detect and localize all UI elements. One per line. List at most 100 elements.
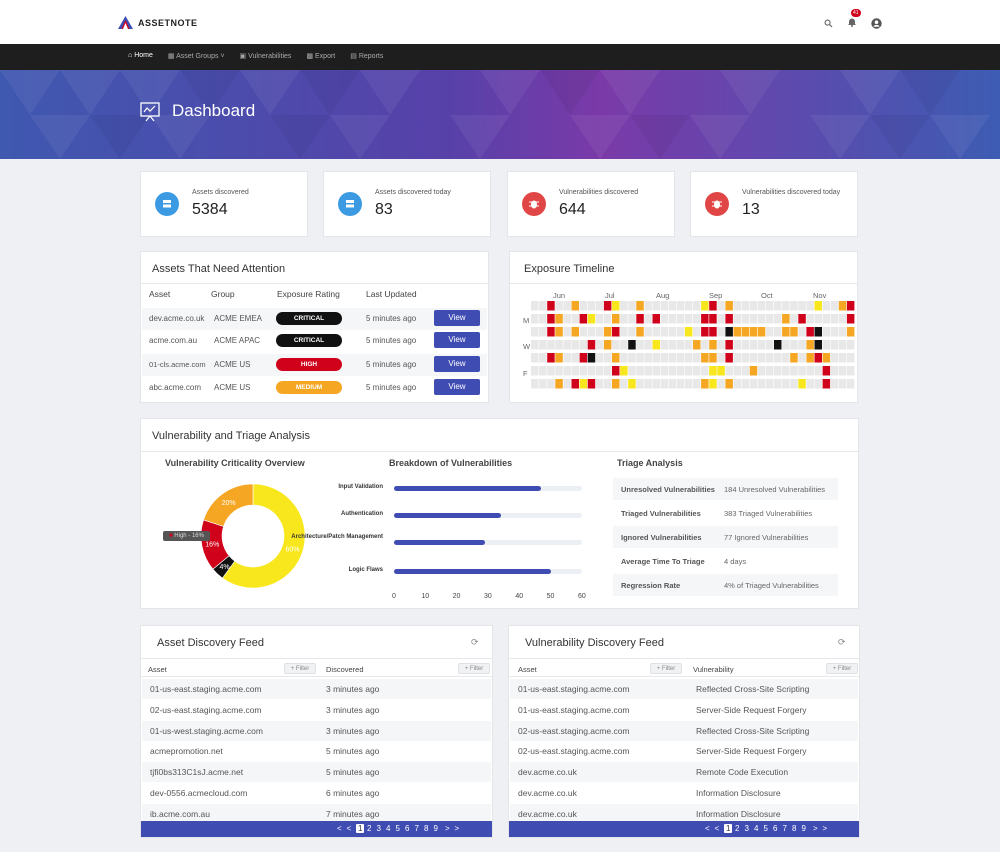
heatmap-cell[interactable]: [749, 353, 758, 363]
heatmap-cell[interactable]: [741, 301, 750, 311]
heatmap-cell[interactable]: [684, 366, 693, 376]
heatmap-cell[interactable]: [709, 379, 717, 389]
heatmap-cell[interactable]: [733, 340, 742, 350]
heatmap-cell[interactable]: [749, 340, 758, 350]
heatmap-cell[interactable]: [782, 327, 790, 337]
donut-slice[interactable]: [222, 483, 306, 589]
heatmap-cell[interactable]: [571, 314, 580, 324]
heatmap-cell[interactable]: [790, 340, 798, 350]
heatmap-cell[interactable]: [741, 314, 750, 324]
heatmap-cell[interactable]: [782, 366, 790, 376]
heatmap-cell[interactable]: [684, 340, 693, 350]
heatmap-cell[interactable]: [531, 301, 539, 311]
feed-row[interactable]: 01-us-east.staging.acme.com 3 minutes ago: [142, 679, 491, 699]
heatmap-cell[interactable]: [563, 314, 571, 324]
heatmap-cell[interactable]: [668, 314, 677, 324]
feed-row[interactable]: tjfi0bs313C1sJ.acme.net 5 minutes ago: [142, 762, 491, 783]
heatmap-cell[interactable]: [846, 301, 855, 311]
heatmap-cell[interactable]: [676, 327, 685, 337]
heatmap-cell[interactable]: [676, 366, 685, 376]
pagination-next-button[interactable]: >: [813, 824, 818, 833]
heatmap-cell[interactable]: [717, 353, 725, 363]
heatmap-cell[interactable]: [774, 379, 782, 389]
pagination-page-7[interactable]: 7: [414, 824, 419, 833]
heatmap-cell[interactable]: [774, 301, 782, 311]
heatmap-cell[interactable]: [652, 379, 661, 389]
heatmap-cell[interactable]: [814, 379, 823, 389]
heatmap-cell[interactable]: [587, 314, 596, 324]
heatmap-cell[interactable]: [806, 366, 814, 376]
heatmap-cell[interactable]: [612, 340, 620, 350]
heatmap-cell[interactable]: [579, 327, 588, 337]
asset-filter-button[interactable]: + Filter: [284, 663, 316, 674]
donut-slice[interactable]: [203, 483, 254, 527]
heatmap-cell[interactable]: [830, 327, 839, 337]
heatmap-cell[interactable]: [668, 353, 677, 363]
heatmap-cell[interactable]: [790, 379, 798, 389]
pagination-page-9[interactable]: 9: [801, 824, 806, 833]
heatmap-cell[interactable]: [652, 353, 661, 363]
heatmap-cell[interactable]: [693, 353, 701, 363]
search-icon[interactable]: [824, 19, 833, 28]
heatmap-cell[interactable]: [539, 366, 547, 376]
heatmap-cell[interactable]: [579, 379, 588, 389]
pagination-page-3[interactable]: 3: [744, 824, 749, 833]
heatmap-cell[interactable]: [644, 340, 652, 350]
heatmap-cell[interactable]: [757, 379, 766, 389]
heatmap-cell[interactable]: [749, 366, 758, 376]
heatmap-cell[interactable]: [587, 327, 596, 337]
feed-row[interactable]: 02-us-east.staging.acme.com 3 minutes ago: [142, 700, 491, 720]
heatmap-cell[interactable]: [741, 366, 750, 376]
heatmap-cell[interactable]: [709, 353, 717, 363]
heatmap-cell[interactable]: [822, 379, 831, 389]
nav-vulnerabilities[interactable]: ▣ Vulnerabilities: [240, 52, 292, 60]
feed-row[interactable]: ib.acme.com.au 7 minutes ago: [142, 803, 491, 824]
heatmap-cell[interactable]: [668, 340, 677, 350]
heatmap-cell[interactable]: [612, 314, 620, 324]
pagination-next-button[interactable]: >: [445, 824, 450, 833]
heatmap-cell[interactable]: [571, 353, 580, 363]
heatmap-cell[interactable]: [798, 340, 806, 350]
heatmap-cell[interactable]: [539, 379, 547, 389]
feed-row[interactable]: 02-us-east.staging.acme.com Reflected Cro…: [510, 720, 858, 741]
heatmap-cell[interactable]: [838, 327, 847, 337]
pagination-last-button[interactable]: >: [454, 824, 460, 833]
heatmap-cell[interactable]: [539, 353, 547, 363]
heatmap-cell[interactable]: [749, 379, 758, 389]
heatmap-cell[interactable]: [547, 353, 555, 363]
heatmap-cell[interactable]: [684, 314, 693, 324]
heatmap-cell[interactable]: [846, 340, 855, 350]
heatmap-cell[interactable]: [693, 379, 701, 389]
heatmap-cell[interactable]: [774, 366, 782, 376]
heatmap-cell[interactable]: [652, 327, 661, 337]
heatmap-cell[interactable]: [774, 340, 782, 350]
heatmap-cell[interactable]: [636, 379, 644, 389]
heatmap-cell[interactable]: [676, 340, 685, 350]
bar[interactable]: [394, 569, 551, 574]
heatmap-cell[interactable]: [603, 340, 612, 350]
heatmap-cell[interactable]: [563, 340, 571, 350]
discovered-filter-button[interactable]: + Filter: [458, 663, 490, 674]
heatmap-cell[interactable]: [782, 379, 790, 389]
heatmap-cell[interactable]: [814, 314, 823, 324]
heatmap-cell[interactable]: [579, 340, 588, 350]
heatmap-cell[interactable]: [628, 366, 636, 376]
heatmap-cell[interactable]: [620, 327, 628, 337]
heatmap-cell[interactable]: [709, 301, 717, 311]
refresh-icon[interactable]: ⟳: [471, 637, 479, 647]
heatmap-cell[interactable]: [636, 353, 644, 363]
feed-row[interactable]: 01-us-east.staging.acme.com Server-Side R…: [510, 700, 858, 720]
heatmap-cell[interactable]: [595, 379, 604, 389]
heatmap-cell[interactable]: [587, 301, 596, 311]
heatmap-cell[interactable]: [725, 314, 733, 324]
heatmap-cell[interactable]: [620, 340, 628, 350]
heatmap-cell[interactable]: [603, 301, 612, 311]
heatmap-cell[interactable]: [595, 353, 604, 363]
nav-reports[interactable]: ▤ Reports: [350, 52, 383, 60]
heatmap-cell[interactable]: [717, 379, 725, 389]
heatmap-cell[interactable]: [563, 379, 571, 389]
heatmap-cell[interactable]: [612, 301, 620, 311]
heatmap-cell[interactable]: [790, 314, 798, 324]
bar[interactable]: [394, 486, 542, 491]
pagination-page-1[interactable]: 1: [356, 824, 365, 833]
